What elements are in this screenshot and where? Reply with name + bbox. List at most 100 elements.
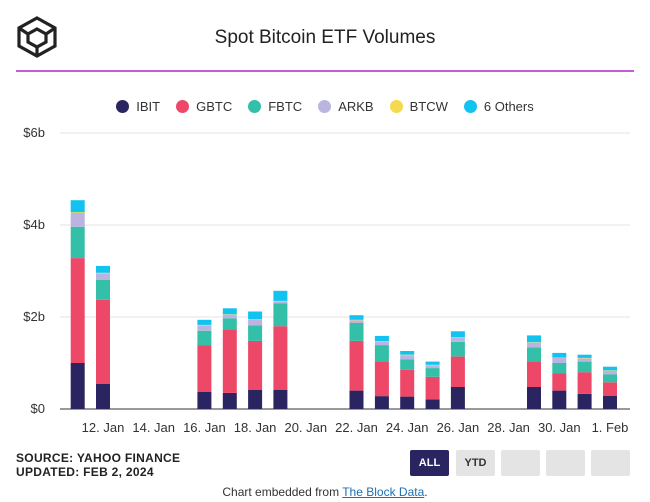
bar-segment-ibit	[577, 393, 592, 409]
bar-segment-arkb	[374, 341, 389, 346]
bar-segment-gbtc	[527, 361, 541, 387]
bar-segment-6-others	[248, 311, 263, 320]
bar-segment-gbtc	[222, 329, 237, 393]
bar-segment-6-others	[552, 352, 567, 358]
range-ytd-button[interactable]: YTD	[456, 450, 495, 476]
legend-label: BTCW	[409, 98, 448, 114]
legend-item-6-others[interactable]: 6 Others	[463, 98, 534, 114]
embed-note: Chart embedded from The Block Data.	[0, 485, 650, 499]
bar-segment-fbtc	[527, 347, 541, 362]
legend-item-ibit[interactable]: IBIT	[116, 99, 160, 114]
legend-label: GBTC	[196, 98, 233, 114]
bar-segment-ibit	[527, 386, 541, 409]
x-tick-label: 26. Jan	[437, 420, 480, 435]
bar-segment-fbtc	[552, 363, 567, 374]
bar-segment-btcw	[349, 319, 364, 321]
bar-segment-btcw	[425, 364, 440, 366]
bar-segment-ibit	[349, 390, 364, 409]
bar-segment-fbtc	[425, 368, 440, 377]
embed-suffix: .	[424, 485, 428, 499]
bar-segment-gbtc	[349, 340, 364, 391]
bar-segment-gbtc	[450, 356, 465, 387]
bar-segment-fbtc	[222, 318, 237, 330]
legend-label: IBIT	[136, 98, 161, 114]
x-tick-label: 14. Jan	[132, 420, 175, 435]
bar-segment-btcw	[273, 300, 288, 302]
bar-segment-fbtc	[273, 303, 288, 327]
bar-segment-ibit	[450, 386, 465, 409]
the-block-data-link[interactable]: The Block Data	[342, 485, 425, 499]
legend-label: 6 Others	[483, 98, 534, 114]
chart-title: Spot Bitcoin ETF Volumes	[214, 27, 436, 48]
legend-swatch	[248, 99, 262, 113]
bar-segment-btcw	[603, 370, 617, 371]
bar-segment-ibit	[222, 392, 237, 409]
bar-segment-6-others	[425, 361, 440, 365]
legend-item-gbtc[interactable]: GBTC	[176, 99, 232, 114]
bar-segment-gbtc	[197, 345, 212, 392]
title-divider	[16, 70, 634, 72]
legend-swatch	[116, 99, 130, 113]
range-button-5[interactable]	[591, 450, 630, 476]
bar-segment-ibit	[374, 396, 389, 409]
x-tick-label: 12. Jan	[82, 420, 125, 435]
range-button-3[interactable]	[501, 450, 540, 476]
bar-segment-ibit	[273, 389, 288, 409]
legend-item-btcw[interactable]: BTCW	[389, 98, 448, 114]
bar-segment-btcw	[400, 354, 415, 356]
x-tick-label: 22. Jan	[335, 420, 378, 435]
bar-segment-btcw	[96, 272, 110, 274]
bar-segment-btcw	[248, 319, 263, 320]
legend-item-fbtc[interactable]: FBTC	[248, 99, 302, 114]
x-tick-label: 24. Jan	[386, 420, 429, 435]
bar-segment-gbtc	[577, 372, 592, 394]
y-tick-label: $6b	[23, 125, 45, 140]
range-all-button[interactable]: ALL	[410, 450, 449, 476]
bar-segment-gbtc	[400, 369, 415, 397]
bar-segment-ibit	[70, 363, 85, 409]
source-text: SOURCE: YAHOO FINANCE	[16, 451, 181, 465]
source-note: SOURCE: YAHOO FINANCE UPDATED: FEB 2, 20…	[16, 451, 180, 479]
bar-segment-fbtc	[450, 341, 465, 357]
x-tick-label: 20. Jan	[284, 420, 327, 435]
bar-segment-arkb	[552, 357, 567, 363]
legend-swatch	[389, 99, 403, 113]
bar-segment-arkb	[425, 365, 440, 369]
bar-segment-ibit	[197, 392, 212, 409]
bar-segment-gbtc	[248, 340, 263, 390]
bar-segment-6-others	[374, 335, 389, 341]
bar-segment-arkb	[248, 319, 263, 326]
range-button-4[interactable]	[546, 450, 585, 476]
bar-segment-gbtc	[552, 373, 567, 391]
bar-segment-fbtc	[374, 345, 389, 362]
bar-segment-btcw	[374, 340, 389, 342]
bar-segment-gbtc	[425, 376, 440, 400]
bar-segment-btcw	[552, 357, 567, 358]
bar-segment-arkb	[197, 325, 212, 331]
bar-segment-fbtc	[96, 279, 110, 300]
bar-segment-ibit	[96, 383, 110, 409]
legend-swatch	[318, 99, 332, 113]
y-tick-label: $0	[31, 401, 45, 416]
y-tick-label: $2b	[23, 309, 45, 324]
bar-segment-arkb	[603, 370, 617, 375]
bar-segment-fbtc	[197, 330, 212, 346]
bar-segment-ibit	[552, 390, 567, 409]
bar-segment-6-others	[527, 335, 541, 343]
legend-swatch	[176, 99, 190, 113]
bar-segment-btcw	[450, 337, 465, 338]
legend-label: FBTC	[268, 98, 303, 114]
bar-segment-6-others	[96, 265, 110, 273]
bar-segment-ibit	[400, 396, 415, 409]
legend-item-arkb[interactable]: ARKB	[318, 99, 374, 114]
x-tick-label: 16. Jan	[183, 420, 226, 435]
bar-segment-ibit	[248, 389, 263, 409]
x-tick-label: 1. Feb	[592, 420, 629, 435]
bar-segment-6-others	[197, 319, 212, 325]
bar-segment-arkb	[450, 337, 465, 342]
bar-segment-6-others	[577, 354, 592, 358]
bar-segment-arkb	[70, 213, 85, 227]
bar-segment-6-others	[349, 315, 364, 320]
bar-segment-btcw	[70, 212, 85, 213]
chart-legend: IBIT GBTC FBTC ARKB BTCW 6 Others	[0, 96, 650, 116]
